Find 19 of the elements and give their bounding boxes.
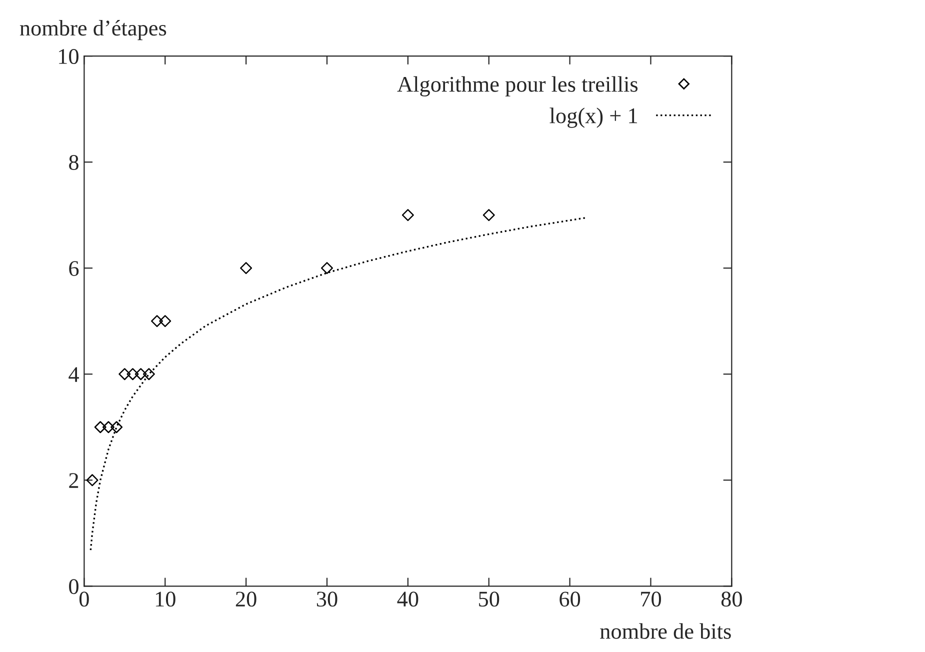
x-axis-title: nombre de bits (600, 623, 731, 639)
x-tick-label: 70 (641, 592, 661, 607)
legend-label: Algorithme pour les treillis (397, 76, 638, 96)
y-tick-label: 6 (69, 261, 79, 276)
y-axis-title: nombre d’étapes (20, 20, 166, 40)
x-tick-label: 0 (79, 592, 89, 607)
y-tick-label: 10 (59, 49, 78, 64)
x-tick-label: 80 (721, 592, 742, 607)
x-tick-label: 40 (397, 592, 418, 607)
x-tick-label: 10 (156, 592, 176, 607)
legend-label: log(x) + 1 (550, 108, 638, 128)
y-tick-label: 2 (69, 473, 78, 488)
x-tick-label: 60 (560, 592, 580, 607)
x-tick-label: 50 (479, 592, 500, 607)
x-tick-label: 20 (236, 592, 256, 607)
x-tick-label: 30 (316, 592, 338, 607)
y-tick-label: 0 (69, 579, 78, 594)
y-tick-label: 8 (69, 155, 78, 170)
y-tick-label: 4 (68, 367, 79, 382)
